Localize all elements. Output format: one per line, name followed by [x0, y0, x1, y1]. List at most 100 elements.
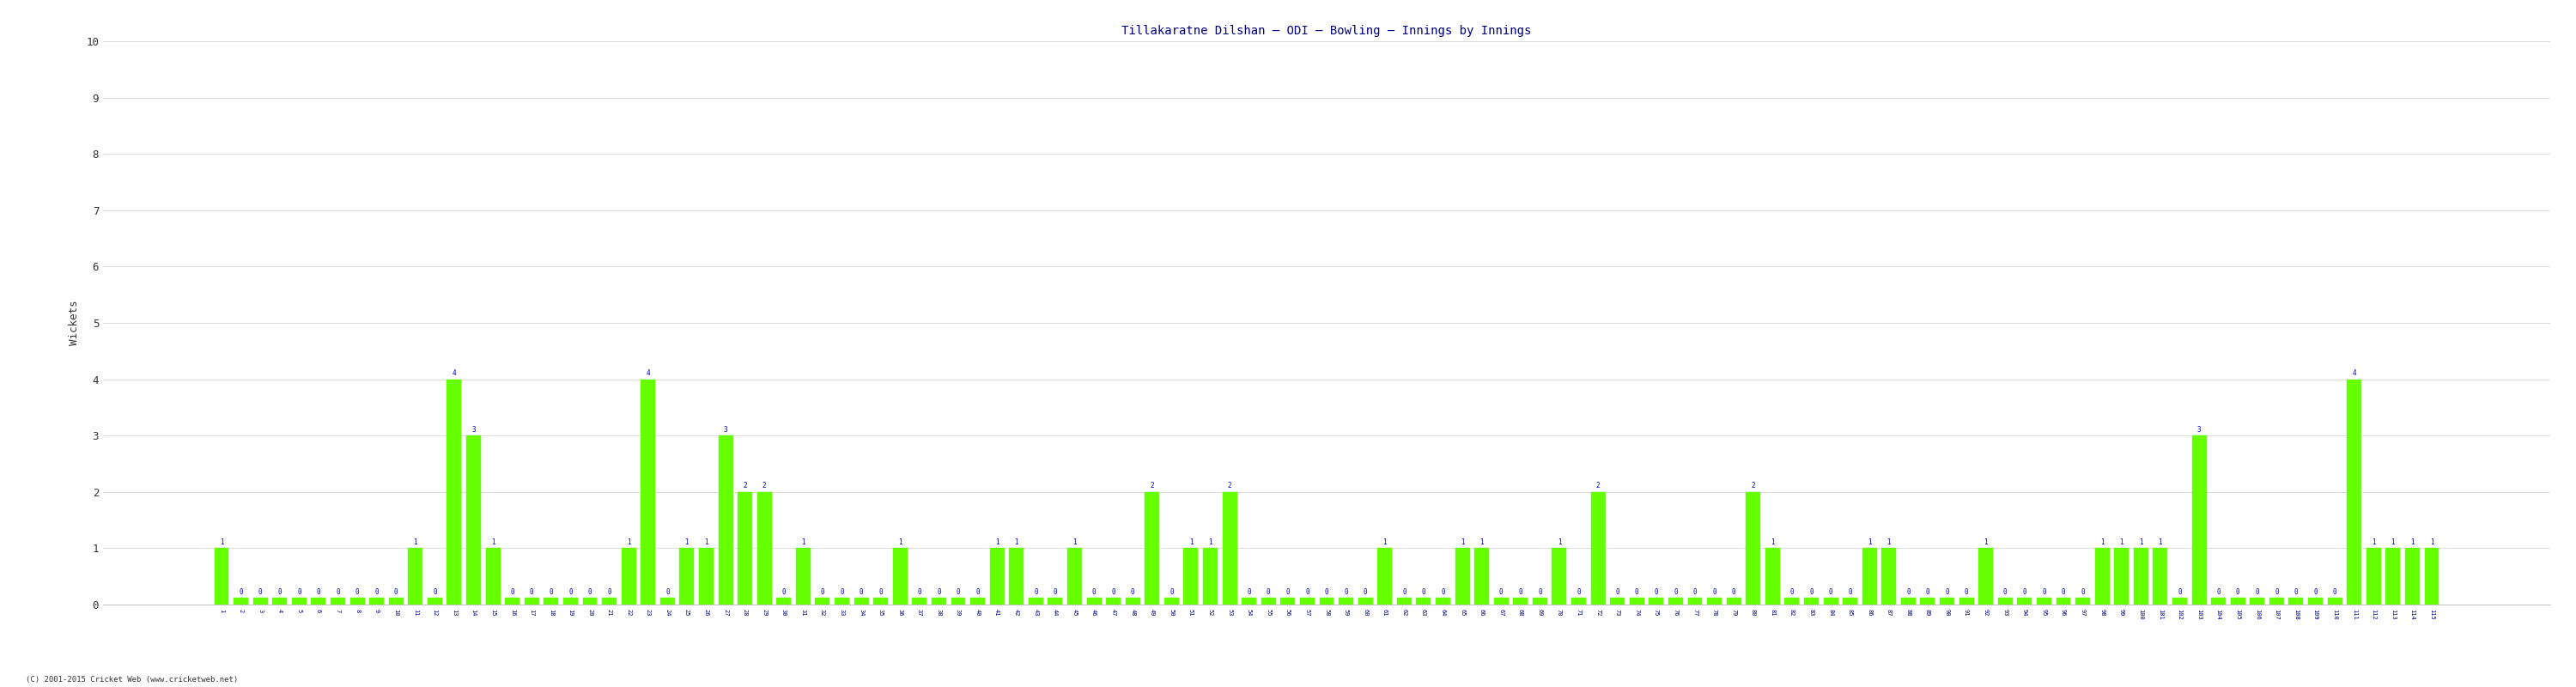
Bar: [1726, 598, 1741, 605]
Bar: [912, 598, 927, 605]
Text: 0: 0: [1615, 588, 1620, 596]
Bar: [1066, 548, 1082, 605]
Bar: [757, 492, 773, 605]
Bar: [835, 598, 850, 605]
Bar: [2115, 548, 2128, 605]
Bar: [2094, 548, 2110, 605]
Bar: [2269, 598, 2285, 605]
Text: 0: 0: [2177, 588, 2182, 596]
Text: 0: 0: [1517, 588, 1522, 596]
Bar: [273, 598, 286, 605]
Text: 0: 0: [2254, 588, 2259, 596]
Text: 0: 0: [1131, 588, 1136, 596]
Bar: [698, 548, 714, 605]
Bar: [1319, 598, 1334, 605]
Text: 0: 0: [335, 588, 340, 596]
Bar: [1242, 598, 1257, 605]
Text: 1: 1: [2099, 538, 2105, 546]
Text: 1: 1: [801, 538, 806, 546]
Bar: [1862, 548, 1878, 605]
Text: 0: 0: [1965, 588, 1968, 596]
Bar: [641, 379, 654, 605]
Text: 0: 0: [1790, 588, 1793, 596]
Bar: [659, 598, 675, 605]
Text: 0: 0: [531, 588, 533, 596]
Bar: [1494, 598, 1510, 605]
Text: 0: 0: [278, 588, 281, 596]
Bar: [1010, 548, 1023, 605]
Bar: [1144, 492, 1159, 605]
Bar: [1396, 598, 1412, 605]
Bar: [796, 548, 811, 605]
Bar: [1182, 548, 1198, 605]
Bar: [1803, 598, 1819, 605]
Text: 0: 0: [1577, 588, 1582, 596]
Bar: [291, 598, 307, 605]
Text: 0: 0: [1440, 588, 1445, 596]
Text: 0: 0: [1499, 588, 1504, 596]
Bar: [2367, 548, 2380, 605]
Bar: [2210, 598, 2226, 605]
Text: 0: 0: [1808, 588, 1814, 596]
Text: 4: 4: [2352, 369, 2357, 377]
Bar: [2017, 598, 2032, 605]
Bar: [1842, 598, 1857, 605]
Bar: [1592, 492, 1605, 605]
Text: 1: 1: [1190, 538, 1193, 546]
Text: 0: 0: [1674, 588, 1677, 596]
Text: 1: 1: [1886, 538, 1891, 546]
Text: 0: 0: [1345, 588, 1347, 596]
Text: 3: 3: [724, 425, 726, 433]
Bar: [428, 598, 443, 605]
Bar: [1824, 598, 1839, 605]
Bar: [1378, 548, 1391, 605]
Bar: [1224, 492, 1236, 605]
Bar: [2076, 598, 2089, 605]
Text: 3: 3: [2197, 425, 2200, 433]
Bar: [407, 548, 422, 605]
Text: 0: 0: [1170, 588, 1175, 596]
Bar: [1669, 598, 1682, 605]
Bar: [505, 598, 520, 605]
Bar: [1126, 598, 1141, 605]
Bar: [1978, 548, 1994, 605]
Text: 0: 0: [1731, 588, 1736, 596]
Text: 4: 4: [453, 369, 456, 377]
Bar: [1551, 548, 1566, 605]
Text: 2: 2: [1597, 482, 1600, 490]
Text: 2: 2: [762, 482, 768, 490]
Bar: [1631, 598, 1643, 605]
Bar: [2287, 598, 2303, 605]
Text: 0: 0: [2275, 588, 2280, 596]
Text: 0: 0: [2313, 588, 2318, 596]
Text: 1: 1: [2120, 538, 2123, 546]
Bar: [1417, 598, 1430, 605]
Text: 1: 1: [1461, 538, 1463, 546]
Bar: [1048, 598, 1061, 605]
Text: 1: 1: [2391, 538, 2396, 546]
Bar: [1533, 598, 1548, 605]
Text: 3: 3: [471, 425, 477, 433]
Bar: [680, 548, 693, 605]
Text: 0: 0: [1306, 588, 1309, 596]
Text: 1: 1: [1072, 538, 1077, 546]
Text: 0: 0: [2334, 588, 2336, 596]
Title: Tillakaratne Dilshan – ODI – Bowling – Innings by Innings: Tillakaratne Dilshan – ODI – Bowling – I…: [1121, 25, 1533, 36]
Text: 0: 0: [258, 588, 263, 596]
Text: 0: 0: [2043, 588, 2045, 596]
Text: 0: 0: [608, 588, 611, 596]
Text: 0: 0: [2004, 588, 2007, 596]
Bar: [2406, 548, 2419, 605]
Bar: [1203, 548, 1218, 605]
Text: 2: 2: [1229, 482, 1231, 490]
Text: 1: 1: [219, 538, 224, 546]
Bar: [582, 598, 598, 605]
Bar: [603, 598, 616, 605]
Text: 0: 0: [240, 588, 242, 596]
Bar: [1028, 598, 1043, 605]
Text: 1: 1: [899, 538, 902, 546]
Text: 0: 0: [1422, 588, 1425, 596]
Text: 0: 0: [569, 588, 572, 596]
Bar: [2249, 598, 2264, 605]
Text: 0: 0: [1945, 588, 1950, 596]
